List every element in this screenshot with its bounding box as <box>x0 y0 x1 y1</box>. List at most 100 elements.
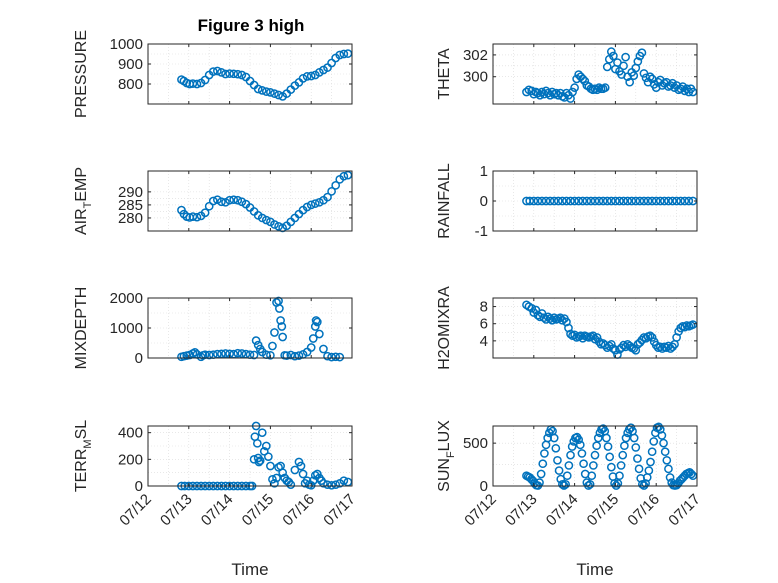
data-point <box>312 317 322 327</box>
axes-box <box>147 170 353 232</box>
y-tick-label: 900 <box>118 56 143 73</box>
data-point <box>631 443 641 452</box>
data-point <box>619 61 628 71</box>
data-point <box>592 85 602 95</box>
y-tick-label: 0 <box>135 350 143 367</box>
data-point <box>582 196 592 206</box>
data-point <box>564 461 574 470</box>
data-point <box>339 49 349 59</box>
y-tick-label: 0 <box>480 478 488 495</box>
data-point <box>619 196 628 206</box>
data-point <box>533 196 543 206</box>
data-point <box>660 447 670 457</box>
y-axis-label-subscript: F <box>445 451 457 458</box>
data-point <box>602 196 612 206</box>
data-point <box>204 201 214 211</box>
data-point <box>680 196 690 206</box>
y-tick-label: 800 <box>118 76 143 93</box>
data-point <box>647 447 657 457</box>
axes-box <box>147 425 353 487</box>
data-point <box>306 71 316 81</box>
y-tick-label: 302 <box>463 47 488 64</box>
data-point <box>568 87 577 97</box>
data-point <box>270 89 279 98</box>
data-point <box>651 196 661 206</box>
data-point <box>536 469 546 479</box>
data-point <box>602 433 611 443</box>
figure-title: Figure 3 high <box>198 16 305 35</box>
data-point <box>613 479 623 488</box>
data-point <box>188 79 198 88</box>
data-point <box>268 341 277 351</box>
data-point <box>590 196 600 206</box>
data-point <box>527 303 537 313</box>
y-axis-label-part: RAINFALL <box>436 163 453 239</box>
data-point <box>277 322 287 331</box>
data-point <box>647 333 657 342</box>
data-point <box>254 457 264 467</box>
data-point <box>567 442 577 451</box>
data-point <box>605 452 615 462</box>
data-point <box>286 480 296 490</box>
data-point <box>574 196 584 206</box>
data-point <box>310 199 320 208</box>
subplot-1: 800 900 1000 PRESSURE <box>73 30 353 118</box>
y-axis-label-part: SUN <box>436 458 453 492</box>
data-point <box>257 86 267 95</box>
data-point <box>296 461 306 471</box>
data-point <box>566 196 575 206</box>
data-point <box>249 350 259 360</box>
data-point <box>566 450 575 460</box>
data-point <box>217 349 226 359</box>
data-point <box>306 200 316 210</box>
series-points <box>177 170 353 233</box>
data-point <box>620 441 629 451</box>
data-point <box>266 461 275 471</box>
data-point <box>631 196 641 206</box>
data-point <box>664 464 673 474</box>
y-axis-label-part: AIR <box>73 208 90 235</box>
data-point <box>298 469 308 479</box>
data-point <box>629 433 639 443</box>
data-point <box>590 450 600 460</box>
data-point <box>253 84 263 94</box>
data-point <box>190 347 200 357</box>
data-point <box>537 87 547 97</box>
data-point <box>580 76 590 86</box>
y-tick-label: 1000 <box>110 36 143 53</box>
y-axis-label: AIRTEMP <box>73 167 94 235</box>
data-point <box>606 339 616 349</box>
data-point <box>541 196 551 206</box>
data-point <box>543 88 553 98</box>
y-axis-label-part: MIXDEPTH <box>73 287 90 370</box>
data-point <box>549 196 559 206</box>
data-point <box>529 89 539 99</box>
data-point <box>192 212 202 222</box>
data-point <box>306 343 316 352</box>
data-point <box>233 69 243 79</box>
data-point <box>643 196 653 206</box>
data-point <box>577 449 587 458</box>
y-axis-label-part: H2OMIXRA <box>436 286 453 370</box>
data-point <box>339 171 349 181</box>
data-point <box>221 349 230 358</box>
data-point <box>625 77 635 87</box>
data-point <box>278 468 287 478</box>
y-axis-label-part: PRESSURE <box>73 30 90 118</box>
data-point <box>237 70 247 80</box>
data-point <box>634 464 644 474</box>
data-point <box>251 336 261 345</box>
data-point <box>306 480 316 490</box>
data-point <box>315 197 324 207</box>
axes-box <box>492 297 698 359</box>
data-point <box>646 457 655 467</box>
data-point <box>562 471 572 481</box>
data-point <box>627 196 637 206</box>
subplot-4: -1 0 1 RAINFALL <box>436 163 698 240</box>
data-point <box>594 196 604 206</box>
y-axis-label-subscript: T <box>82 201 94 208</box>
data-point <box>339 476 349 486</box>
data-point <box>593 433 603 443</box>
data-point <box>649 437 659 446</box>
